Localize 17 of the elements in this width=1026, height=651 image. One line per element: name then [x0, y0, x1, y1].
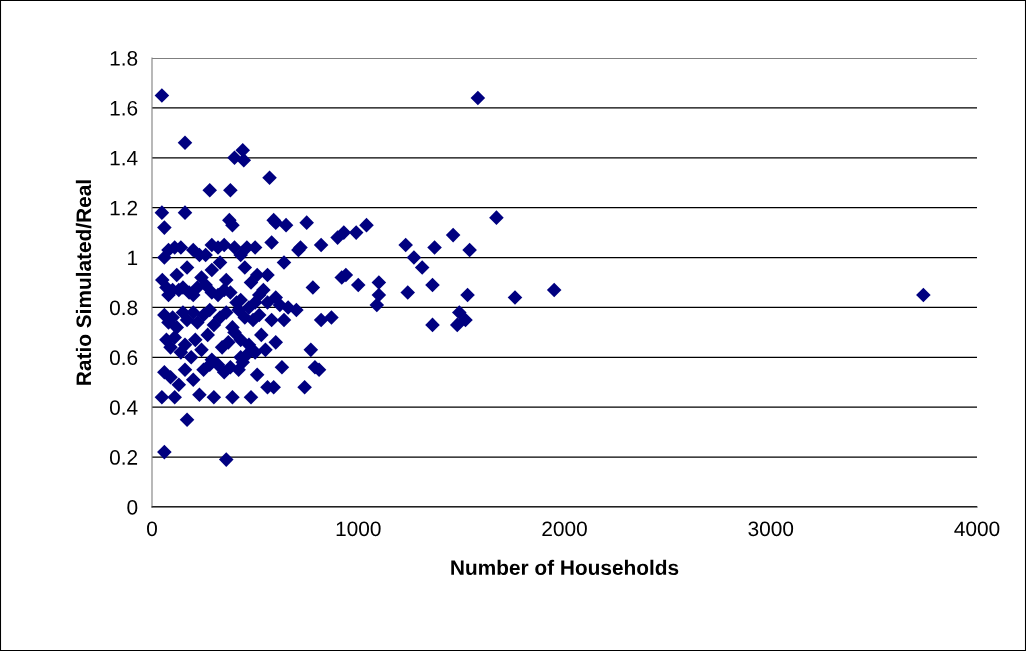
y-tick-label: 1.6 — [110, 100, 138, 116]
x-tick-label: 0 — [147, 521, 157, 537]
y-tick-label: 0.2 — [109, 450, 138, 465]
y-tick-label: 1.8 — [110, 51, 138, 66]
x-tick-label: 2000 — [542, 521, 587, 537]
x-tick-label: 4000 — [954, 521, 1000, 537]
y-tick-label: 1.4 — [110, 150, 138, 166]
y-tick-label: 1.2 — [110, 200, 138, 216]
x-tick-label: 1000 — [336, 521, 381, 537]
y-tick-label: 0.6 — [109, 350, 138, 366]
y-tick-label: 1 — [128, 250, 138, 266]
x-tick-label: 3000 — [748, 521, 794, 537]
y-tick-label: 0.8 — [109, 300, 138, 316]
y-tick-label: 0 — [127, 500, 138, 515]
y-axis-title: Ratio Simulated/Real — [75, 180, 92, 385]
y-tick-label: 0.4 — [109, 400, 138, 415]
x-axis-title: Number of Households — [451, 559, 679, 576]
